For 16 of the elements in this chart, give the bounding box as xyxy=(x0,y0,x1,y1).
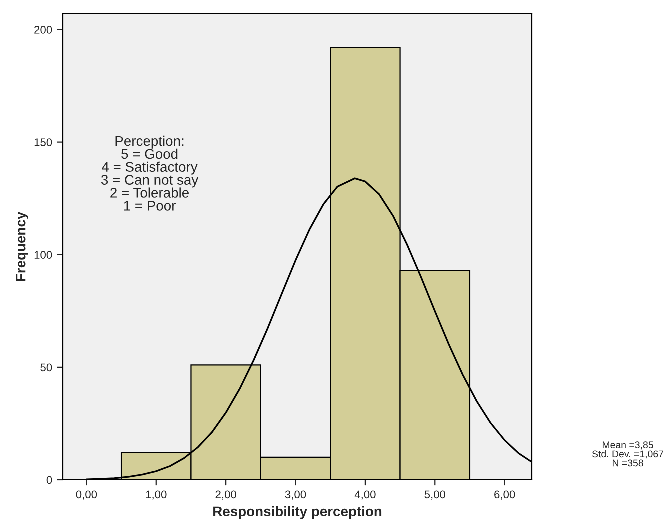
y-tick-label: 200 xyxy=(34,26,52,34)
x-tick-label: 3,00 xyxy=(285,490,306,500)
x-tick-label: 6,00 xyxy=(494,490,516,500)
x-tick-label: 4,00 xyxy=(354,490,376,500)
x-axis-title: Responsibility perception xyxy=(214,506,382,520)
y-tick-label: 100 xyxy=(34,251,52,260)
annotation: Perception: 5 = Good 4 = Satisfactory 3 = Can not say 2 = Tolerable 1 = Poor xyxy=(101,136,199,211)
x-tick-label: 0,00 xyxy=(76,490,98,500)
y-tick-label: 0 xyxy=(46,476,52,484)
y-axis-title: Frequency xyxy=(16,212,28,282)
y-tick-label: 50 xyxy=(40,364,52,372)
y-tick-label: 150 xyxy=(34,138,52,146)
x-tick-label: 1,00 xyxy=(146,490,167,500)
x-tick-label: 2,00 xyxy=(216,490,236,500)
x-tick-label: 5,00 xyxy=(424,490,446,500)
text: Mean =3,85 Std. Dev. =1,067 N =358 xyxy=(592,442,664,467)
